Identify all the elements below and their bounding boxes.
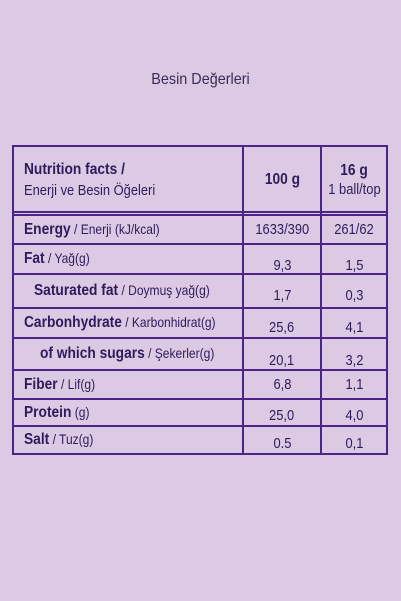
value-fiber-100g: 6,8 [273, 376, 291, 393]
row-label-energy: Energy / Enerji (kJ/kcal) [24, 220, 160, 238]
value-carbonhydrate-portion: 4,1 [345, 318, 363, 336]
row-divider [14, 398, 386, 400]
value-saturated-fat-portion: 0,3 [345, 286, 363, 304]
column-divider [242, 147, 244, 453]
header-label-tr: Enerji ve Besin Öğeleri [24, 182, 156, 199]
header-col-100g: 100 g [244, 149, 320, 211]
row-divider [14, 243, 386, 245]
header-label-cell: Nutrition facts / Enerji ve Besin Öğeler… [24, 155, 238, 205]
value-carbonhydrate-100g: 25,6 [269, 318, 295, 336]
header-col-portion: 16 g 1 ball/top [322, 149, 386, 211]
value-salt-portion: 0,1 [345, 434, 363, 452]
value-fiber-portion: 1,1 [345, 376, 363, 393]
row-divider [14, 425, 386, 427]
row-label-salt: Salt / Tuz(g) [24, 431, 94, 448]
value-sugars-100g: 20,1 [269, 351, 295, 369]
column-divider [320, 147, 322, 453]
value-saturated-fat-100g: 1,7 [273, 286, 291, 304]
row-divider [14, 273, 386, 275]
value-energy-portion: 261/62 [334, 221, 374, 238]
row-divider [14, 307, 386, 309]
page-title: Besin Değerleri [151, 71, 250, 88]
nutrition-table: Nutrition facts / Enerji ve Besin Öğeler… [12, 145, 388, 455]
value-fat-100g: 9,3 [273, 256, 291, 274]
row-label-fat: Fat / Yağ(g) [24, 250, 90, 267]
row-divider [14, 211, 386, 213]
value-protein-portion: 4,0 [345, 407, 363, 424]
header-100g-label: 100 g [264, 171, 300, 188]
row-label-carbonhydrate: Carbonhydrate / Karbonhidrat(g) [24, 314, 216, 331]
value-sugars-portion: 3,2 [345, 351, 363, 369]
row-label-protein: Protein (g) [24, 403, 90, 421]
row-divider [14, 337, 386, 339]
header-label-en: Nutrition facts / [24, 161, 125, 178]
row-divider [14, 214, 386, 216]
value-energy-100g: 1633/390 [255, 221, 309, 238]
value-protein-100g: 25,0 [269, 407, 295, 424]
value-salt-100g: 0.5 [273, 434, 291, 452]
value-fat-portion: 1,5 [345, 256, 363, 274]
header-portion-unit: 1 ball/top [327, 181, 381, 198]
row-label-fiber: Fiber / Lif(g) [24, 375, 96, 393]
row-divider [14, 369, 386, 371]
row-label-saturated-fat: Saturated fat / Doymuş yağ(g) [34, 282, 210, 299]
row-label-sugars: of which sugars / Şekerler(g) [40, 345, 215, 362]
header-portion-weight: 16 g [340, 162, 368, 179]
